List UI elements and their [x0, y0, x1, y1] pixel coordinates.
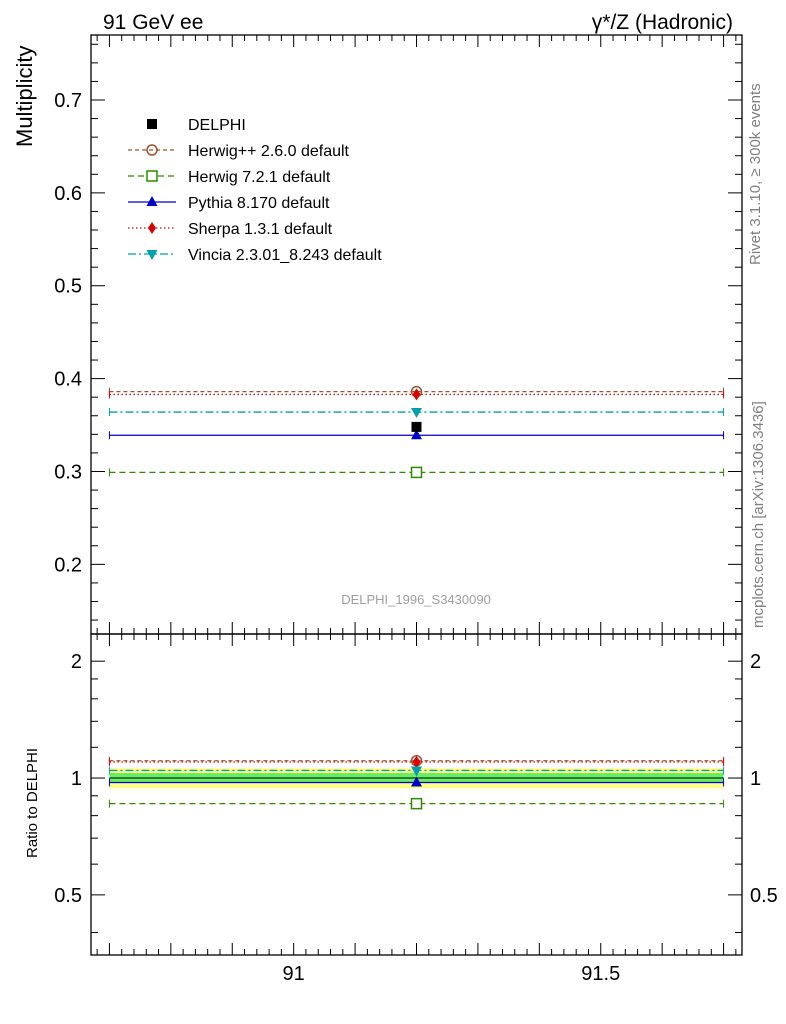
y-tick-label: 0.3	[54, 461, 82, 483]
legend-label: Herwig 7.2.1 default	[188, 169, 331, 186]
rivet-label: Rivet 3.1.10, ≥ 300k events	[747, 83, 764, 265]
y-tick-label-right: 2	[750, 651, 761, 673]
x-tick-label: 91	[283, 963, 305, 985]
y-tick-label: 2	[71, 651, 82, 673]
analysis-label: DELPHI_1996_S3430090	[341, 592, 491, 607]
y-tick-label: 0.2	[54, 554, 82, 576]
series-marker	[412, 755, 421, 768]
y-tick-label-right: 0.5	[750, 885, 778, 907]
legend-marker	[146, 170, 158, 182]
series-marker	[412, 388, 421, 401]
legend: DELPHI Herwig++ 2.6.0 default Herwig 7.2.1…	[128, 117, 382, 264]
series-marker	[411, 776, 422, 787]
legend-marker	[148, 222, 156, 234]
y-tick-label: 0.6	[54, 183, 82, 205]
legend-label: Herwig++ 2.6.0 default	[188, 143, 350, 160]
data-point	[411, 421, 422, 432]
legend-marker	[146, 144, 158, 156]
y-tick-label: 1	[71, 768, 82, 790]
y-tick-label: 0.4	[54, 369, 82, 391]
legend-marker	[146, 250, 158, 260]
main-ylabel: Multiplicity	[12, 46, 37, 147]
ratio-plot: 91 91.5 0.5 0.5 1 1 2 2	[54, 633, 778, 985]
legend-label: DELPHI	[188, 117, 246, 134]
y-tick-label: 0.5	[54, 276, 82, 298]
legend-label: Pythia 8.170 default	[188, 195, 330, 212]
legend-marker	[146, 196, 158, 206]
mcplots-label: mcplots.cern.ch [arXiv:1306.3436]	[750, 401, 767, 628]
series-marker	[411, 766, 422, 777]
ratio-ylabel: Ratio to DELPHI	[24, 748, 41, 858]
legend-label: Vincia 2.3.01_8.243 default	[188, 247, 382, 264]
series-marker	[411, 429, 422, 440]
header-left: 91 GeV ee	[103, 11, 203, 34]
y-tick-label: 0.5	[54, 885, 82, 907]
y-tick-label: 0.7	[54, 90, 82, 112]
main-plot: 0.2 0.3 0.4 0.5 0.6 0.7	[54, 34, 743, 635]
series-marker	[410, 466, 423, 479]
x-tick-label: 91.5	[581, 963, 620, 985]
legend-label: Sherpa 1.3.1 default	[188, 221, 333, 238]
y-tick-label-right: 1	[750, 768, 761, 790]
header-right: γ*/Z (Hadronic)	[592, 11, 733, 34]
legend-marker	[147, 119, 157, 129]
series-marker	[411, 408, 422, 419]
series-marker	[410, 797, 423, 810]
plot-frame	[90, 633, 743, 956]
